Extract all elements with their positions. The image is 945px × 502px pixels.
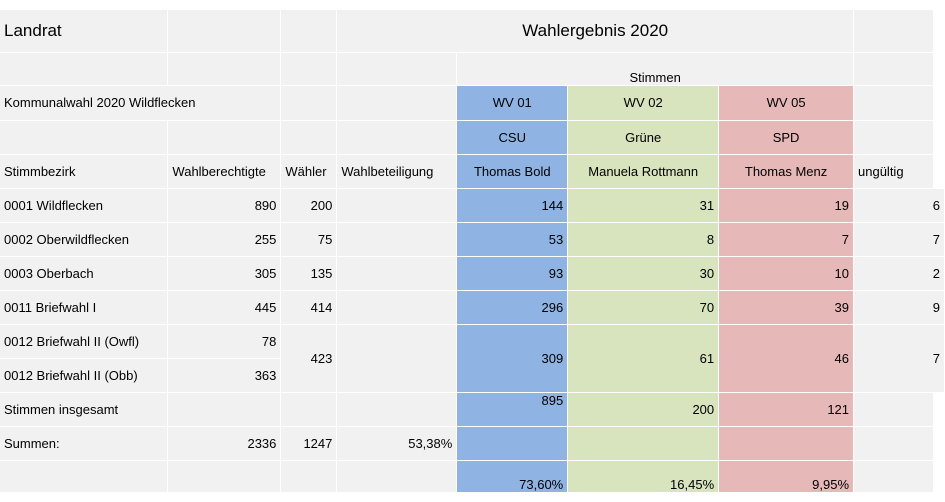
total-spd-cell[interactable]: 121: [718, 392, 855, 427]
district-cell[interactable]: 0002 Oberwildflecken: [0, 222, 169, 257]
sum-row: Summen: 2336 1247 53,38%: [0, 426, 945, 461]
report-title[interactable]: Wahlergebnis 2020: [336, 10, 855, 53]
voters-cell[interactable]: 75: [280, 222, 338, 257]
votes-spd-cell[interactable]: 39: [718, 290, 855, 325]
invalid-cell[interactable]: 6: [853, 188, 945, 223]
invalid-cell[interactable]: 7: [853, 222, 945, 257]
invalid-cell[interactable]: 9: [853, 290, 945, 325]
column-header-row: Stimmbezirk Wahlberechtigte Wähler Wahlb…: [0, 154, 945, 189]
election-results-table: Landrat Wahlergebnis 2020 Stimmen Kommun…: [0, 10, 945, 493]
party-csu[interactable]: CSU: [456, 120, 569, 155]
votes-total-row: Stimmen insgesamt 895 200 121: [0, 392, 945, 427]
office-label[interactable]: Landrat: [0, 10, 169, 53]
party-gruene[interactable]: Grüne: [567, 120, 720, 155]
list-wv01[interactable]: WV 01: [456, 85, 569, 121]
party-row: CSU Grüne SPD: [0, 120, 945, 155]
votes-csu-cell[interactable]: 296: [456, 290, 569, 325]
candidate-bold[interactable]: Thomas Bold: [456, 154, 569, 189]
sum-eligible-cell[interactable]: 2336: [167, 426, 282, 461]
title-row: Landrat Wahlergebnis 2020: [0, 10, 945, 53]
votes-gruene-cell[interactable]: 70: [567, 290, 720, 325]
table-row: 0012 Briefwahl II (Owfl) 78 423 309 61 4…: [0, 324, 945, 393]
list-wv05[interactable]: WV 05: [718, 85, 855, 121]
eligible-cell[interactable]: 78: [167, 324, 282, 359]
table-row: 0012 Briefwahl II (Obb) 363: [0, 358, 945, 393]
votes-spd-cell[interactable]: 19: [718, 188, 855, 223]
district-cell[interactable]: 0003 Oberbach: [0, 256, 169, 291]
votes-gruene-cell[interactable]: 30: [567, 256, 720, 291]
voters-cell[interactable]: 414: [280, 290, 338, 325]
invalid-cell[interactable]: 2: [853, 256, 945, 291]
list-row: Kommunalwahl 2020 Wildflecken WV 01 WV 0…: [0, 85, 945, 121]
percent-gruene-cell[interactable]: 16,45%: [567, 460, 720, 493]
table-row: 0001 Wildflecken 890 200 144 31 19 6: [0, 188, 945, 223]
district-cell[interactable]: 0012 Briefwahl II (Owfl): [0, 324, 169, 359]
voters-cell[interactable]: 423: [280, 324, 338, 393]
votes-csu-cell[interactable]: 93: [456, 256, 569, 291]
table-row: 0002 Oberwildflecken 255 75 53 8 7 7: [0, 222, 945, 257]
total-gruene-cell[interactable]: 200: [567, 392, 720, 427]
votes-spd-cell[interactable]: 10: [718, 256, 855, 291]
eligible-cell[interactable]: 255: [167, 222, 282, 257]
votes-csu-cell[interactable]: 53: [456, 222, 569, 257]
total-csu-cell[interactable]: 895: [456, 392, 569, 427]
percentage-row: 73,60% 16,45% 9,95%: [0, 460, 945, 493]
votes-gruene-cell[interactable]: 31: [567, 188, 720, 223]
district-cell[interactable]: 0001 Wildflecken: [0, 188, 169, 223]
table-row: 0011 Briefwahl I 445 414 296 70 39 9: [0, 290, 945, 325]
eligible-cell[interactable]: 305: [167, 256, 282, 291]
col-eligible[interactable]: Wahlberechtigte: [167, 154, 282, 189]
votes-csu-cell[interactable]: 309: [456, 324, 569, 393]
col-voters[interactable]: Wähler: [280, 154, 338, 189]
sum-label[interactable]: Summen:: [0, 426, 169, 461]
votes-gruene-cell[interactable]: 8: [567, 222, 720, 257]
votes-spd-cell[interactable]: 7: [718, 222, 855, 257]
col-turnout[interactable]: Wahlbeteiligung: [336, 154, 458, 189]
votes-spd-cell[interactable]: 46: [718, 324, 855, 393]
district-cell[interactable]: 0011 Briefwahl I: [0, 290, 169, 325]
candidate-menz[interactable]: Thomas Menz: [718, 154, 855, 189]
votes-header[interactable]: Stimmen: [456, 52, 855, 86]
eligible-cell[interactable]: 445: [167, 290, 282, 325]
invalid-cell[interactable]: 7: [853, 324, 945, 393]
voters-cell[interactable]: 135: [280, 256, 338, 291]
col-district[interactable]: Stimmbezirk: [0, 154, 169, 189]
turnout-cell[interactable]: 53,38%: [336, 426, 458, 461]
election-name[interactable]: Kommunalwahl 2020 Wildflecken: [0, 85, 282, 121]
col-invalid[interactable]: ungültig: [853, 154, 934, 189]
eligible-cell[interactable]: 363: [167, 358, 282, 393]
votes-csu-cell[interactable]: 144: [456, 188, 569, 223]
table-row: 0003 Oberbach 305 135 93 30 10 2: [0, 256, 945, 291]
party-spd[interactable]: SPD: [718, 120, 855, 155]
percent-csu-cell[interactable]: 73,60%: [456, 460, 569, 493]
stimmen-row: Stimmen: [0, 52, 945, 86]
sum-voters-cell[interactable]: 1247: [280, 426, 338, 461]
district-cell[interactable]: 0012 Briefwahl II (Obb): [0, 358, 169, 393]
list-wv02[interactable]: WV 02: [567, 85, 720, 121]
percent-spd-cell[interactable]: 9,95%: [718, 460, 855, 493]
candidate-rottmann[interactable]: Manuela Rottmann: [567, 154, 720, 189]
votes-total-label[interactable]: Stimmen insgesamt: [0, 392, 169, 427]
voters-cell[interactable]: 200: [280, 188, 338, 223]
eligible-cell[interactable]: 890: [167, 188, 282, 223]
votes-gruene-cell[interactable]: 61: [567, 324, 720, 393]
